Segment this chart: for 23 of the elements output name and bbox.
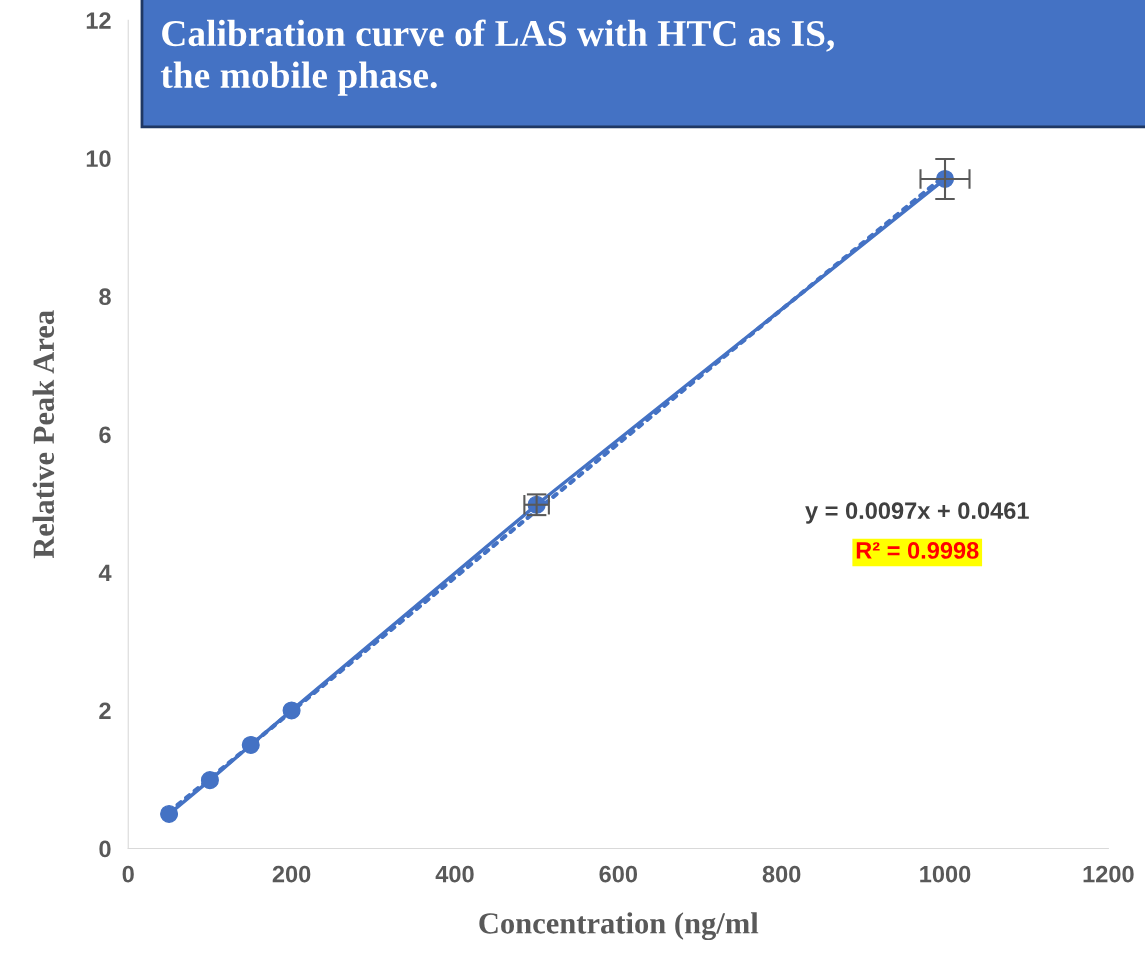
chart-title: Calibration curve of LAS with HTC as IS, the mobile phase.	[160, 19, 834, 96]
y-tick-label: 10	[86, 150, 111, 168]
x-axis-title: Concentration (ng/ml	[479, 912, 759, 941]
annotation: y = 0.0097x + 0.0461	[805, 502, 1029, 524]
point	[200, 771, 219, 790]
y-tick-label: 12	[86, 12, 111, 29]
y-axis-title: Relative Peak Area	[32, 310, 55, 559]
x-tick-label: 0	[122, 865, 134, 883]
x-tick-label: 1000	[920, 865, 971, 883]
y-tick-label: 8	[99, 288, 111, 306]
y-tick-label: 6	[99, 426, 111, 444]
point	[160, 804, 179, 824]
y-tick-label: 4	[98, 564, 112, 581]
annotation: R² = 0.9998	[856, 542, 979, 559]
x-tick-label: 400	[435, 865, 474, 883]
point	[241, 735, 260, 754]
x-tick-label: 800	[762, 865, 801, 883]
x-tick-label: 1200	[1083, 865, 1134, 883]
x-tick-label: 600	[599, 865, 638, 883]
y-tick-label: 2	[99, 702, 111, 719]
point	[282, 701, 301, 720]
x-tick-label: 200	[272, 865, 311, 883]
y-tick-label: 0	[99, 840, 111, 858]
